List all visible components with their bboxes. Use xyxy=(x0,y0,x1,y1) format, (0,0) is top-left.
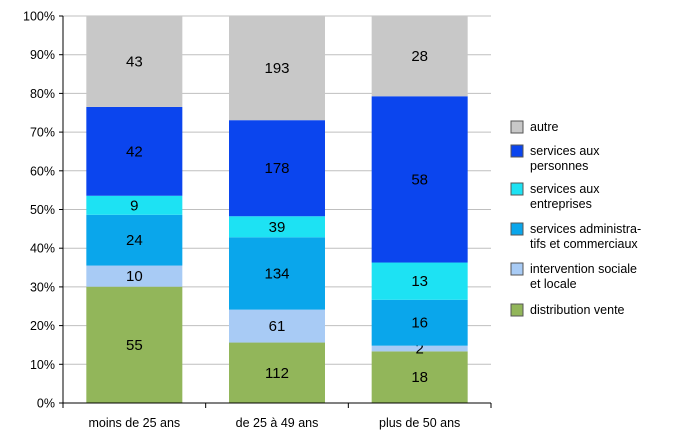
data-label: 13 xyxy=(411,273,428,290)
legend-swatch xyxy=(510,303,524,317)
legend-label: intervention sociale xyxy=(530,262,637,276)
bar-segment xyxy=(86,286,183,403)
bar-segment xyxy=(371,299,468,346)
bar-segment xyxy=(229,16,325,121)
bar-segment xyxy=(86,214,183,266)
data-label: 28 xyxy=(411,48,428,65)
x-tick-labels: moins de 25 ans de 25 à 49 ans plus de 50 … xyxy=(88,416,460,430)
legend-label: services aux xyxy=(530,144,600,158)
legend-label: services administra- xyxy=(530,222,641,236)
y-tick-label: 30% xyxy=(30,280,55,294)
legend-swatch xyxy=(510,262,524,276)
legend-label: services aux xyxy=(530,182,600,196)
legend-swatch xyxy=(510,144,524,158)
y-tick-label: 60% xyxy=(30,164,55,178)
bar-segment xyxy=(86,106,183,196)
bar-segment xyxy=(371,16,468,97)
data-label: 112 xyxy=(265,365,289,382)
bar-segment xyxy=(229,309,325,343)
y-tick-label: 100% xyxy=(23,10,55,24)
bar-segment xyxy=(229,216,325,238)
bar-segment xyxy=(371,262,468,300)
legend-item: autre xyxy=(510,120,559,134)
data-label: 43 xyxy=(126,53,143,70)
legend-label: distribution vente xyxy=(530,303,625,317)
data-label: 9 xyxy=(130,197,138,214)
bars: 55 10 24 9 42 43 112 61 134 39 178 193 18 2 16 13 58 28 xyxy=(86,16,468,403)
data-label: 42 xyxy=(126,143,143,160)
data-label: 39 xyxy=(269,219,286,236)
y-tick-label: 20% xyxy=(30,319,55,333)
bar-segment xyxy=(229,237,325,310)
legend-item: distribution vente xyxy=(510,303,625,317)
data-label: 55 xyxy=(126,337,143,354)
bar-segment xyxy=(371,351,468,403)
data-label: 61 xyxy=(269,318,286,335)
data-label: 58 xyxy=(411,171,428,188)
y-tick-label: 80% xyxy=(30,87,55,101)
bar-segment xyxy=(86,265,183,287)
data-label: 24 xyxy=(126,232,143,249)
legend-item: services administra-tifs et commerciaux xyxy=(510,222,641,251)
y-tick-label: 0% xyxy=(37,397,55,411)
x-tick-label: de 25 à 49 ans xyxy=(236,416,319,430)
axes xyxy=(59,15,492,408)
x-tick-label: plus de 50 ans xyxy=(379,416,460,430)
legend-label: tifs et commerciaux xyxy=(530,237,638,251)
legend-label: entreprises xyxy=(530,197,592,211)
data-label: 2 xyxy=(415,341,423,358)
legend-swatch xyxy=(510,182,524,196)
data-label: 18 xyxy=(411,369,428,386)
bar-segment xyxy=(86,195,183,215)
bar-segment xyxy=(371,345,468,352)
x-tick-label: moins de 25 ans xyxy=(88,416,180,430)
legend-label: et locale xyxy=(530,277,577,291)
y-tick-label: 50% xyxy=(30,203,55,217)
bar-segment xyxy=(371,96,468,263)
legend-swatch xyxy=(510,222,524,236)
bar-segment xyxy=(229,342,325,403)
y-tick-labels: 0% 10% 20% 30% 40% 50% 60% 70% 80% 90% 100% xyxy=(23,10,55,411)
data-label: 178 xyxy=(264,160,289,177)
y-tick-label: 90% xyxy=(30,48,55,62)
data-label: 134 xyxy=(264,265,289,282)
y-tick-label: 70% xyxy=(30,126,55,140)
legend-swatch xyxy=(510,120,524,134)
y-tick-label: 40% xyxy=(30,242,55,256)
data-label: 16 xyxy=(411,315,428,332)
legend-label: personnes xyxy=(530,159,588,173)
legend-label: autre xyxy=(530,120,559,134)
data-label: 10 xyxy=(126,268,143,285)
bar-segment xyxy=(86,16,183,107)
y-tick-label: 10% xyxy=(30,358,55,372)
data-label: 193 xyxy=(264,60,289,77)
bar-segment xyxy=(229,120,325,217)
